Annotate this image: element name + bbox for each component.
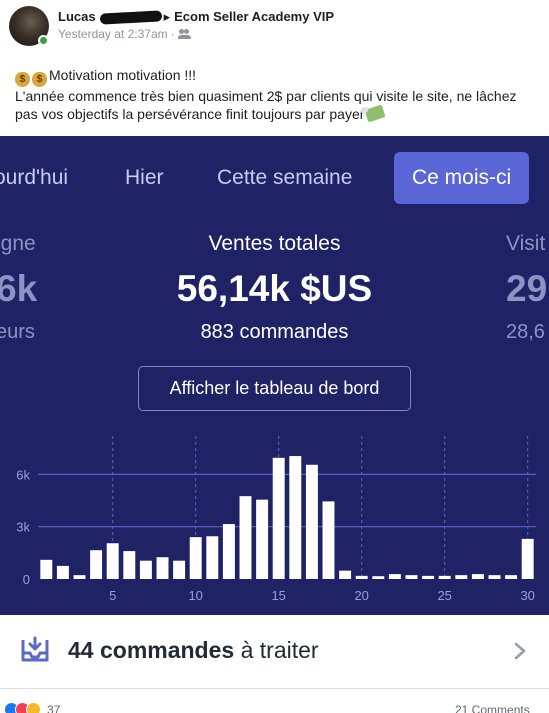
- bar-day-29[interactable]: [505, 575, 518, 579]
- total-sales-label: Ventes totales: [208, 232, 341, 255]
- bar-day-9[interactable]: [173, 560, 186, 579]
- online-status-indicator: [38, 35, 49, 46]
- bar-day-1[interactable]: [40, 559, 53, 579]
- post-body: $ $ Motivation motivation !!! L'année comm…: [15, 66, 540, 123]
- bar-day-17[interactable]: [305, 464, 318, 579]
- bar-day-26[interactable]: [455, 575, 468, 579]
- x-tick-label: 15: [271, 588, 285, 603]
- bar-day-18[interactable]: [322, 501, 335, 579]
- bar-day-12[interactable]: [222, 524, 235, 579]
- bar-day-27[interactable]: [471, 574, 484, 579]
- x-tick-label: 25: [437, 588, 451, 603]
- period-tabs: ourd'hui Hier Cette semaine Ce mois-ci: [0, 152, 549, 204]
- x-tick-label: 5: [109, 588, 116, 603]
- reaction-count: 37: [47, 702, 61, 713]
- view-dashboard-button[interactable]: Afficher le tableau de bord: [138, 366, 411, 411]
- sales-bar-chart: 5 10 15 20 25 30 0 3k 6k: [16, 436, 536, 603]
- redacted-name-scribble: [99, 10, 162, 25]
- total-sales-value: 56,14k $US: [176, 268, 373, 309]
- post-text-line2: L'année commence très bien quasiment 2$ …: [15, 88, 517, 122]
- comments-count[interactable]: 21 Comments: [455, 703, 530, 713]
- author-line: Lucas ▸ Ecom Seller Academy VIP: [58, 9, 334, 25]
- bar-day-16[interactable]: [289, 456, 302, 579]
- footer-divider: [0, 688, 549, 689]
- right-stat-value: 29: [506, 268, 548, 309]
- money-bag-icon: $: [32, 72, 47, 87]
- post-header: Lucas ▸ Ecom Seller Academy VIP Yesterday …: [0, 0, 549, 50]
- bar-day-25[interactable]: [438, 575, 451, 579]
- x-tick-label: 20: [354, 588, 368, 603]
- orders-count: 44 commandes: [68, 637, 235, 663]
- bar-day-11[interactable]: [206, 536, 219, 579]
- x-tick-label: 10: [188, 588, 202, 603]
- bar-day-3[interactable]: [73, 575, 86, 579]
- orders-suffix: à traiter: [234, 637, 319, 663]
- bar-day-21[interactable]: [372, 576, 385, 579]
- post-text-line1: Motivation motivation !!!: [49, 67, 197, 83]
- tab-today[interactable]: ourd'hui: [0, 166, 69, 189]
- y-tick-label: 3k: [16, 520, 30, 535]
- x-tick-label: 30: [520, 588, 534, 603]
- haha-reaction-icon: [26, 702, 41, 713]
- post-timestamp[interactable]: Yesterday at 2:37am: [58, 27, 168, 41]
- bar-day-5[interactable]: [106, 543, 119, 579]
- sales-panel: ourd'hui Hier Cette semaine Ce mois-ci i…: [0, 136, 549, 615]
- left-stat-sub: eurs: [0, 321, 35, 343]
- bar-day-2[interactable]: [56, 565, 69, 579]
- sales-chart: 5 10 15 20 25 30 0 3k 6k: [0, 436, 549, 606]
- post-meta: Yesterday at 2:37am ·: [58, 27, 191, 41]
- tab-this-month[interactable]: Ce mois-ci: [394, 152, 530, 204]
- reactions-summary[interactable]: 37: [4, 701, 60, 713]
- orders-to-process-text: 44 commandes à traiter: [68, 637, 319, 664]
- bar-day-28[interactable]: [488, 575, 501, 579]
- tab-yesterday[interactable]: Hier: [125, 166, 164, 189]
- bar-day-10[interactable]: [189, 537, 202, 579]
- bar-day-20[interactable]: [355, 575, 368, 579]
- bar-day-8[interactable]: [156, 557, 169, 579]
- money-with-wings-icon: [364, 104, 386, 123]
- chevron-right-icon[interactable]: [512, 641, 528, 661]
- bar-day-13[interactable]: [239, 496, 252, 579]
- bar-day-4[interactable]: [90, 550, 103, 579]
- y-tick-label: 6k: [16, 467, 30, 482]
- author-name[interactable]: Lucas: [58, 9, 96, 24]
- y-tick-label: 0: [23, 572, 30, 587]
- orders-to-process-row[interactable]: 44 commandes à traiter: [0, 615, 549, 687]
- left-stat-value: 6k: [0, 268, 38, 309]
- bar-day-14[interactable]: [256, 499, 269, 579]
- right-stat-sub: 28,6: [506, 321, 545, 343]
- bar-day-7[interactable]: [139, 560, 152, 579]
- bar-day-19[interactable]: [339, 570, 352, 579]
- bar-day-15[interactable]: [272, 457, 285, 579]
- people-icon: [177, 29, 191, 39]
- right-stat-label: Visit: [506, 232, 546, 255]
- orders-count-label: 883 commandes: [200, 321, 349, 343]
- bar-day-23[interactable]: [405, 575, 418, 579]
- group-name[interactable]: Ecom Seller Academy VIP: [174, 9, 335, 24]
- inbox-icon: [21, 636, 49, 662]
- bar-day-30[interactable]: [521, 538, 534, 579]
- bar-day-6[interactable]: [123, 551, 136, 579]
- arrow-right-icon: ▸: [163, 9, 171, 24]
- money-bag-icon: $: [15, 72, 30, 87]
- bar-day-22[interactable]: [388, 574, 401, 579]
- bar-day-24[interactable]: [422, 575, 435, 579]
- tab-this-week[interactable]: Cette semaine: [217, 166, 353, 189]
